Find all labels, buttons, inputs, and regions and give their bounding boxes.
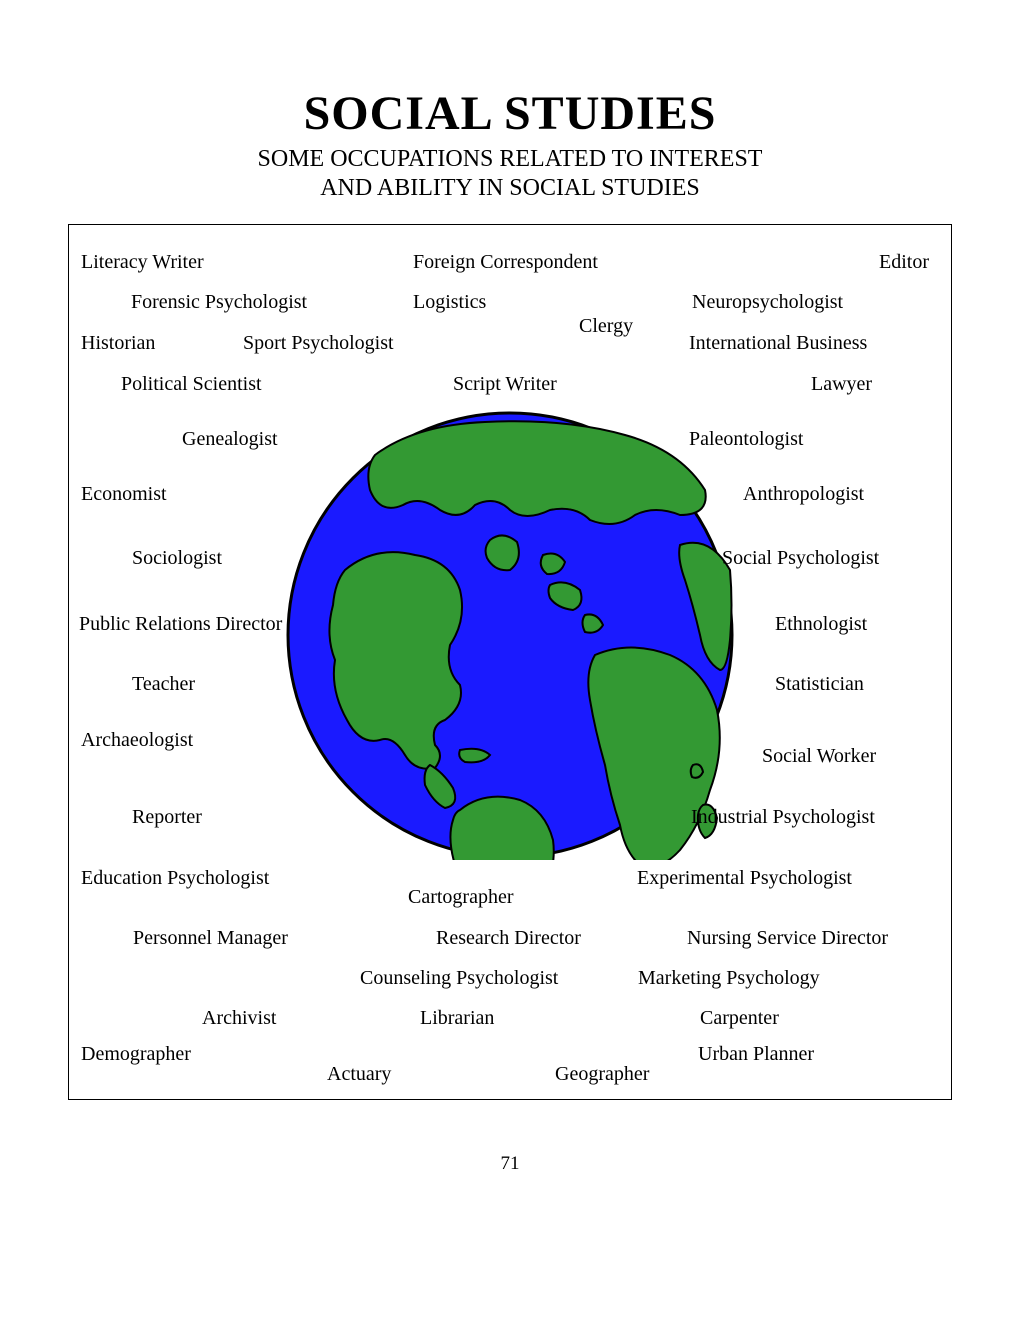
occupation-label: Archivist [202, 1007, 276, 1030]
occupation-label: Lawyer [811, 373, 872, 396]
occupation-label: Personnel Manager [133, 927, 288, 950]
occupation-label: Nursing Service Director [687, 927, 888, 950]
occupation-label: Foreign Correspondent [413, 251, 598, 274]
occupation-label: Industrial Psychologist [691, 806, 875, 829]
occupation-label: Logistics [413, 291, 486, 314]
page-number: 71 [0, 1153, 1020, 1175]
occupation-label: Counseling Psychologist [360, 967, 558, 990]
occupation-label: Sport Psychologist [243, 332, 394, 355]
globe-icon [285, 410, 735, 860]
occupation-label: Librarian [420, 1007, 494, 1030]
occupation-label: Neuropsychologist [692, 291, 843, 314]
occupation-label: Ethnologist [775, 613, 867, 636]
globe-svg [285, 410, 735, 860]
occupation-label: Archaeologist [81, 729, 193, 752]
occupation-label: Forensic Psychologist [131, 291, 307, 314]
occupation-label: Teacher [132, 673, 195, 696]
occupation-label: International Business [689, 332, 867, 355]
page-container: SOCIAL STUDIES SOME OCCUPATIONS RELATED … [0, 0, 1020, 1320]
occupation-label: Political Scientist [121, 373, 262, 396]
occupation-label: Education Psychologist [81, 867, 269, 890]
occupation-label: Clergy [579, 315, 633, 338]
occupation-label: Geographer [555, 1063, 649, 1086]
occupation-label: Urban Planner [698, 1043, 814, 1066]
occupation-label: Marketing Psychology [638, 967, 820, 990]
subtitle-line-1: SOME OCCUPATIONS RELATED TO INTEREST [258, 146, 763, 172]
occupation-label: Anthropologist [743, 483, 864, 506]
subtitle-line-2: AND ABILITY IN SOCIAL STUDIES [320, 175, 700, 201]
page-subtitle: SOME OCCUPATIONS RELATED TO INTEREST AND… [0, 145, 1020, 203]
occupation-label: Reporter [132, 806, 202, 829]
occupation-label: Genealogist [182, 428, 278, 451]
occupation-label: Demographer [81, 1043, 191, 1066]
occupation-label: Social Psychologist [722, 547, 879, 570]
occupation-label: Script Writer [453, 373, 557, 396]
occupation-label: Editor [879, 251, 929, 274]
occupation-label: Research Director [436, 927, 581, 950]
occupation-label: Economist [81, 483, 167, 506]
occupation-label: Carpenter [700, 1007, 779, 1030]
occupation-label: Sociologist [132, 547, 222, 570]
occupation-label: Experimental Psychologist [637, 867, 852, 890]
occupation-label: Social Worker [762, 745, 876, 768]
occupation-label: Historian [81, 332, 155, 355]
occupation-label: Paleontologist [689, 428, 803, 451]
occupation-label: Actuary [327, 1063, 391, 1086]
occupation-label: Statistician [775, 673, 864, 696]
occupation-label: Literacy Writer [81, 251, 204, 274]
content-box: Literacy Writer Foreign Correspondent Edit… [68, 224, 952, 1100]
occupation-label: Public Relations Director [79, 613, 282, 636]
occupation-label: Cartographer [408, 886, 514, 909]
page-title: SOCIAL STUDIES [0, 86, 1020, 141]
